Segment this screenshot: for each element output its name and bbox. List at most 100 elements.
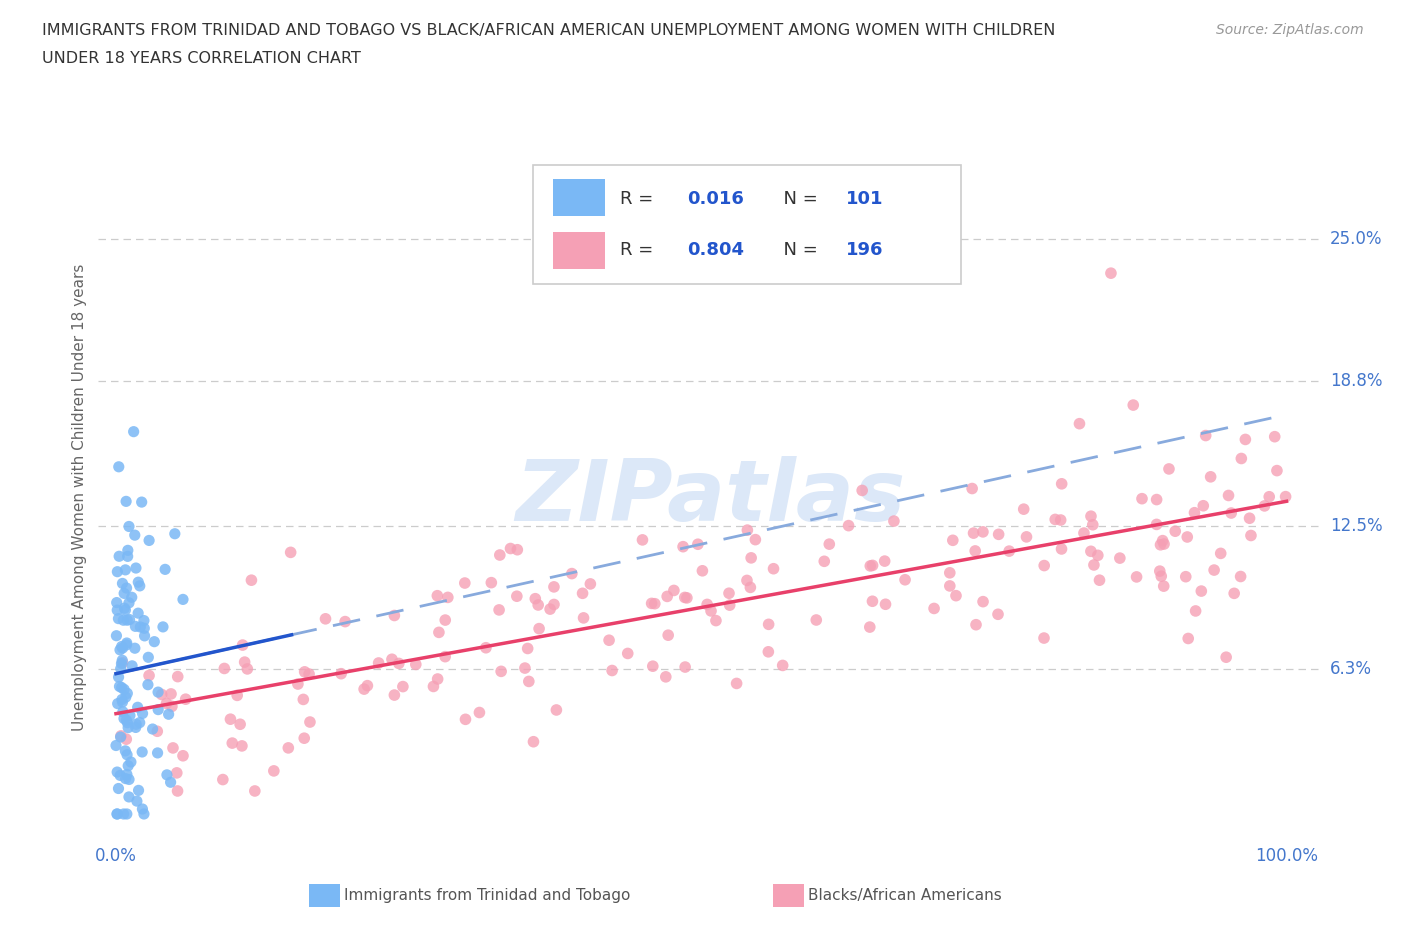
- Point: [232, 638, 254, 653]
- Point: [673, 659, 696, 674]
- Text: 25.0%: 25.0%: [1330, 230, 1382, 247]
- Point: [561, 566, 583, 581]
- Text: N =: N =: [772, 190, 824, 207]
- Text: ZIPatlas: ZIPatlas: [515, 456, 905, 539]
- Point: [120, 754, 142, 769]
- Point: [405, 657, 427, 671]
- Point: [115, 637, 138, 652]
- Point: [108, 549, 131, 564]
- Point: [859, 559, 882, 574]
- Point: [166, 784, 188, 799]
- Point: [143, 634, 166, 649]
- Point: [571, 586, 593, 601]
- Point: [110, 728, 132, 743]
- Point: [159, 775, 181, 790]
- Point: [1073, 525, 1095, 540]
- Point: [1050, 541, 1073, 556]
- Point: [1125, 569, 1147, 584]
- Point: [506, 542, 529, 557]
- Point: [851, 483, 873, 498]
- Point: [172, 592, 194, 607]
- Text: IMMIGRANTS FROM TRINIDAD AND TOBAGO VS BLACK/AFRICAN AMERICAN UNEMPLOYMENT AMONG: IMMIGRANTS FROM TRINIDAD AND TOBAGO VS B…: [42, 23, 1056, 38]
- Point: [1088, 573, 1111, 588]
- Point: [127, 605, 149, 620]
- Point: [1045, 512, 1067, 527]
- Point: [134, 621, 156, 636]
- Point: [1220, 506, 1243, 521]
- Text: 0.016: 0.016: [686, 190, 744, 207]
- Point: [115, 613, 138, 628]
- Point: [1015, 529, 1038, 544]
- Point: [883, 513, 905, 528]
- Point: [838, 518, 860, 533]
- Point: [114, 690, 136, 705]
- Point: [972, 594, 994, 609]
- Point: [1195, 428, 1218, 443]
- Point: [1230, 451, 1253, 466]
- Point: [1033, 558, 1056, 573]
- Point: [499, 541, 522, 556]
- Point: [117, 758, 139, 773]
- Point: [818, 537, 841, 551]
- Point: [127, 700, 149, 715]
- Point: [522, 735, 544, 750]
- Point: [700, 604, 723, 618]
- Point: [115, 732, 138, 747]
- Point: [657, 628, 679, 643]
- Point: [1049, 512, 1071, 527]
- Point: [117, 686, 139, 701]
- Point: [1130, 491, 1153, 506]
- Point: [517, 674, 540, 689]
- Point: [686, 537, 709, 551]
- Point: [111, 680, 134, 695]
- Point: [489, 664, 512, 679]
- Point: [488, 548, 510, 563]
- Point: [579, 577, 602, 591]
- Point: [1146, 492, 1168, 507]
- Point: [166, 670, 188, 684]
- Point: [166, 765, 188, 780]
- Point: [662, 583, 685, 598]
- Point: [148, 702, 170, 717]
- Point: [127, 575, 149, 590]
- Point: [114, 563, 136, 578]
- Point: [233, 655, 256, 670]
- Point: [125, 720, 148, 735]
- Point: [1150, 569, 1173, 584]
- Point: [692, 564, 714, 578]
- Point: [1012, 501, 1035, 516]
- Point: [111, 653, 134, 668]
- Point: [1146, 517, 1168, 532]
- Point: [105, 806, 128, 821]
- Point: [862, 558, 884, 573]
- Point: [132, 806, 155, 821]
- Point: [454, 711, 477, 726]
- Point: [1174, 569, 1197, 584]
- Point: [219, 711, 242, 726]
- Point: [111, 704, 134, 719]
- Point: [117, 549, 139, 564]
- Point: [240, 573, 263, 588]
- Point: [294, 664, 316, 679]
- Point: [105, 595, 128, 610]
- Point: [939, 565, 962, 580]
- Point: [718, 598, 741, 613]
- Point: [280, 545, 302, 560]
- Point: [105, 565, 128, 579]
- Point: [1080, 544, 1102, 559]
- Point: [382, 687, 405, 702]
- Point: [292, 692, 315, 707]
- Point: [105, 738, 128, 753]
- Point: [108, 679, 131, 694]
- Point: [111, 576, 134, 591]
- Point: [107, 781, 129, 796]
- Point: [862, 594, 884, 609]
- Point: [1209, 546, 1232, 561]
- Text: UNDER 18 YEARS CORRELATION CHART: UNDER 18 YEARS CORRELATION CHART: [42, 51, 361, 66]
- Text: 101: 101: [846, 190, 883, 207]
- Point: [859, 619, 882, 634]
- Point: [163, 526, 186, 541]
- Point: [134, 629, 156, 644]
- Point: [806, 613, 828, 628]
- Point: [287, 677, 309, 692]
